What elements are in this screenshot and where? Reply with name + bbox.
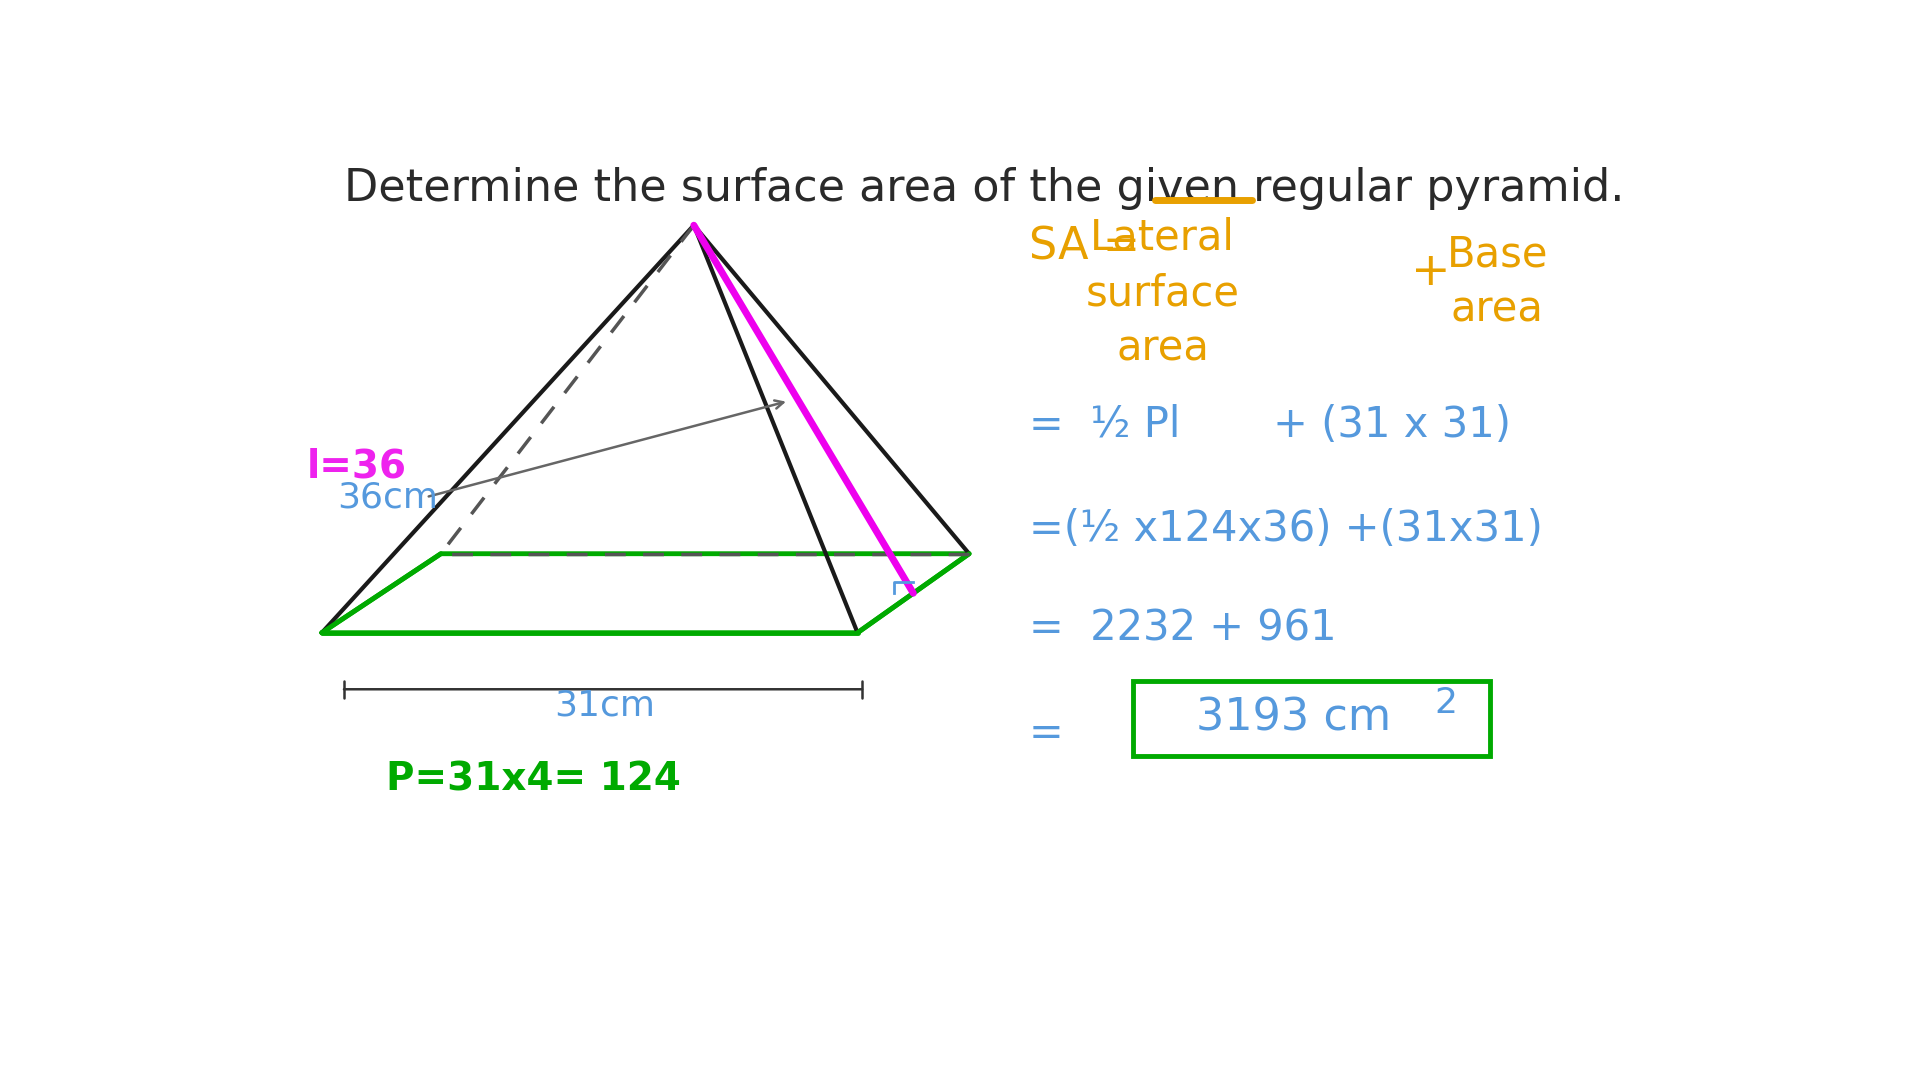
Text: =(½ x124x36) +(31x31): =(½ x124x36) +(31x31) bbox=[1029, 508, 1542, 550]
Text: +: + bbox=[1411, 251, 1450, 295]
Text: 36cm: 36cm bbox=[336, 481, 438, 514]
Bar bbox=[1133, 681, 1490, 756]
Text: Base
area: Base area bbox=[1446, 233, 1548, 330]
Text: =: = bbox=[1029, 712, 1064, 754]
Text: =  ½ Pl       + (31 x 31): = ½ Pl + (31 x 31) bbox=[1029, 404, 1511, 446]
Text: l=36: l=36 bbox=[307, 447, 407, 485]
Text: 2: 2 bbox=[1434, 687, 1457, 720]
Text: Lateral
surface
area: Lateral surface area bbox=[1085, 217, 1240, 369]
Text: P=31x4= 124: P=31x4= 124 bbox=[386, 761, 682, 799]
Text: =  2232 + 961: = 2232 + 961 bbox=[1029, 608, 1336, 650]
Text: 3193 cm: 3193 cm bbox=[1196, 697, 1392, 740]
Text: 31cm: 31cm bbox=[555, 688, 655, 723]
Text: SA =: SA = bbox=[1029, 226, 1140, 268]
Text: Determine the surface area of the given regular pyramid.: Determine the surface area of the given … bbox=[344, 167, 1624, 210]
